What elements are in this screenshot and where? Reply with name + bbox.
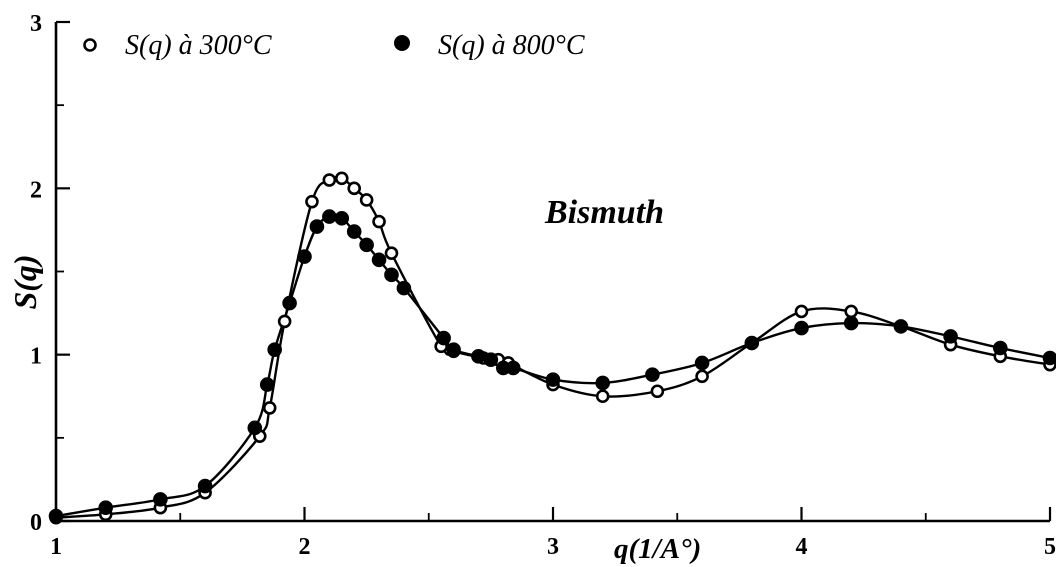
data-point-800c	[645, 367, 660, 382]
data-point-800c	[371, 252, 387, 268]
data-point-300c	[695, 369, 709, 384]
chart-annotation: Bismuth	[544, 194, 664, 231]
data-point-800c	[1042, 350, 1056, 366]
data-point-800c	[545, 372, 561, 387]
data-point-800c	[98, 500, 113, 515]
x-tick-label: 1	[50, 534, 62, 560]
data-point-300c	[844, 304, 859, 319]
data-point-300c	[262, 401, 277, 415]
y-tick-label: 2	[30, 177, 42, 203]
data-point-800c	[267, 342, 282, 357]
data-point-800c	[48, 508, 64, 524]
x-tick-label: 2	[299, 534, 311, 560]
data-point-800c	[197, 478, 213, 494]
x-tick-label: 3	[547, 534, 559, 560]
data-point-800c	[396, 280, 412, 296]
x-axis-title: q(1/A°)	[614, 533, 701, 565]
data-point-800c	[309, 219, 325, 234]
data-point-800c	[794, 320, 809, 336]
data-point-300c	[372, 214, 386, 229]
y-axis-title: S(q)	[7, 254, 43, 309]
legend: S(q) à 300°C S(q) à 800°C	[83, 30, 585, 61]
data-point-300c	[322, 173, 337, 187]
data-point-800c	[744, 335, 760, 351]
data-point-300c	[305, 194, 319, 209]
y-tick-label: 1	[30, 344, 42, 370]
y-tick-label: 3	[30, 11, 42, 37]
points-layer	[48, 171, 1056, 525]
data-point-800c	[471, 349, 486, 364]
data-point-800c	[359, 237, 374, 253]
data-point-800c	[436, 330, 451, 346]
data-point-800c	[893, 319, 909, 334]
data-point-800c	[322, 209, 337, 224]
data-point-300c	[359, 193, 374, 207]
data-point-300c	[650, 384, 665, 399]
legend-marker-open	[83, 38, 97, 52]
y-tick-label: 0	[30, 510, 42, 536]
data-point-300c	[794, 304, 809, 319]
data-point-300c	[334, 171, 349, 186]
data-point-800c	[694, 355, 710, 371]
series-line-800c	[55, 214, 1051, 518]
data-point-300c	[277, 314, 292, 329]
legend-label-800c: S(q) à 800°C	[438, 30, 585, 61]
data-point-800c	[993, 340, 1008, 356]
data-point-800c	[346, 224, 362, 239]
legend-label-300c: S(q) à 300°C	[125, 30, 272, 61]
data-point-300c	[384, 246, 399, 261]
legend-marker-filled	[394, 35, 410, 51]
data-point-800c	[247, 420, 263, 436]
data-point-800c	[843, 315, 859, 331]
data-point-300c	[347, 181, 362, 196]
data-point-800c	[483, 352, 499, 367]
data-point-800c	[282, 295, 297, 311]
data-point-800c	[334, 210, 350, 226]
data-point-800c	[259, 377, 275, 392]
data-point-800c	[595, 375, 611, 391]
data-point-800c	[384, 267, 399, 283]
x-tick-label: 5	[1044, 534, 1056, 560]
data-point-300c	[595, 389, 610, 404]
data-point-800c	[153, 492, 168, 507]
data-point-800c	[297, 249, 312, 264]
x-tick-label: 4	[796, 534, 808, 560]
data-point-800c	[505, 360, 521, 376]
data-point-800c	[943, 329, 958, 344]
data-point-800c	[446, 342, 461, 357]
